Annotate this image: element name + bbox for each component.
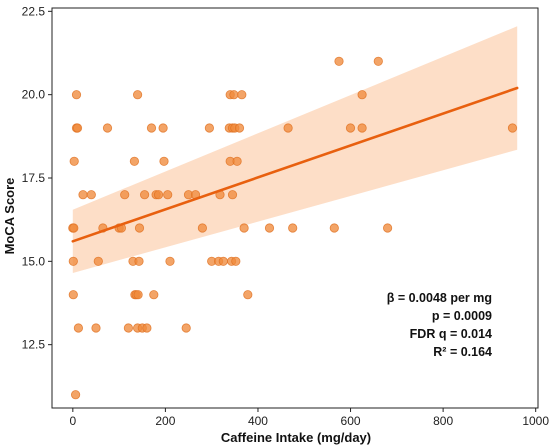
y-tick-label: 22.5 <box>22 4 46 18</box>
data-point <box>357 123 367 133</box>
data-point <box>507 123 518 133</box>
x-axis-title: Caffeine Intake (mg/day) <box>221 430 371 445</box>
regression-line <box>71 86 519 243</box>
data-point <box>91 323 101 333</box>
data-point <box>129 156 139 166</box>
data-point <box>102 123 113 133</box>
annotation-p-value: p = 0.0009 <box>432 309 492 323</box>
data-point <box>71 390 81 400</box>
y-axis-title: MoCA Score <box>2 178 17 255</box>
plot-frame <box>51 7 539 409</box>
data-point <box>86 190 96 200</box>
x-tick-label: 600 <box>341 414 361 428</box>
data-point <box>78 190 88 200</box>
data-point <box>283 123 293 133</box>
stats-annotation: β = 0.0048 per mg p = 0.0009 FDR q = 0.0… <box>387 291 492 359</box>
data-point <box>68 256 78 266</box>
data-point <box>71 90 82 100</box>
plot-area-border <box>51 7 539 409</box>
x-tick-label: 0 <box>69 414 76 428</box>
x-tick-label: 400 <box>248 414 268 428</box>
data-points-layer <box>68 56 518 400</box>
data-point <box>243 290 253 300</box>
confidence-band-layer <box>72 26 518 273</box>
data-point <box>234 123 245 133</box>
data-point <box>134 223 145 233</box>
data-point <box>149 290 159 300</box>
x-tick-label: 800 <box>433 414 453 428</box>
annotation-r-squared: R² = 0.164 <box>433 345 492 359</box>
data-point <box>134 256 144 266</box>
x-axis-ticks: 0 200 400 600 800 1000 <box>69 408 549 428</box>
data-point <box>288 223 298 233</box>
data-point <box>142 323 152 333</box>
data-point <box>232 156 242 166</box>
data-point <box>93 256 103 266</box>
y-tick-label: 15.0 <box>22 254 46 268</box>
data-point <box>133 290 143 300</box>
data-point <box>72 123 83 133</box>
data-point <box>334 56 344 66</box>
data-point <box>373 56 383 66</box>
data-point <box>68 290 78 300</box>
data-point <box>382 223 393 233</box>
data-point <box>163 190 173 200</box>
data-point <box>227 190 238 200</box>
data-point <box>181 323 191 333</box>
x-tick-label: 1000 <box>522 414 549 428</box>
data-point <box>204 123 214 133</box>
data-point <box>73 323 84 333</box>
annotation-beta: β = 0.0048 per mg <box>387 291 492 305</box>
data-point <box>329 223 339 233</box>
data-point <box>69 156 79 166</box>
data-point <box>197 223 207 233</box>
annotation-fdr-q: FDR q = 0.014 <box>410 327 492 341</box>
data-point <box>237 90 247 100</box>
data-point <box>153 190 164 200</box>
y-tick-label: 17.5 <box>22 171 46 185</box>
data-point <box>133 90 143 100</box>
data-point <box>264 223 275 233</box>
data-point <box>159 156 169 166</box>
x-tick-label: 200 <box>155 414 175 428</box>
data-point <box>158 123 168 133</box>
y-tick-label: 20.0 <box>22 88 46 102</box>
data-point <box>229 90 239 100</box>
data-point <box>140 190 150 200</box>
regression-line-layer <box>71 86 519 243</box>
data-point <box>69 223 79 233</box>
data-point <box>239 223 249 233</box>
confidence-band <box>72 26 518 273</box>
data-point <box>165 256 175 266</box>
y-tick-label: 12.5 <box>22 338 46 352</box>
data-point <box>357 90 367 100</box>
data-point <box>120 190 130 200</box>
data-point <box>123 323 133 333</box>
data-point <box>345 123 356 133</box>
data-point <box>231 256 241 266</box>
data-point <box>146 123 157 133</box>
y-axis-ticks: 12.5 15.0 17.5 20.0 22.5 <box>22 4 52 352</box>
data-point <box>218 256 228 266</box>
